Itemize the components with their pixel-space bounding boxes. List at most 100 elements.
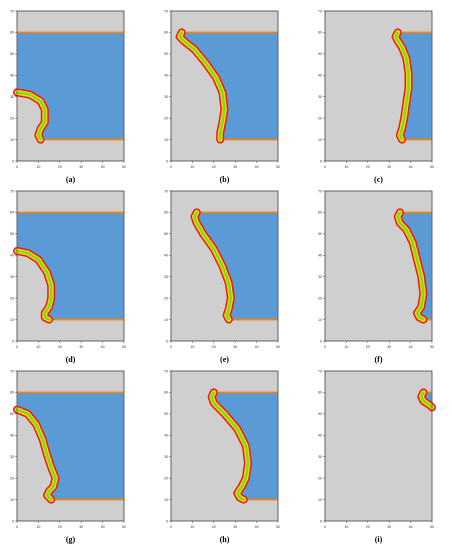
y-tick-label: 70 — [164, 189, 168, 193]
fluid-region — [17, 212, 124, 320]
y-tick-label: 40 — [164, 74, 168, 78]
y-tick-label: 20 — [164, 476, 168, 480]
y-tick-label: 40 — [164, 434, 168, 438]
y-tick-label: 10 — [10, 318, 14, 322]
x-tick-label: 40 — [255, 165, 259, 169]
x-tick-label: 50 — [122, 165, 126, 169]
x-tick-label: 0 — [324, 165, 326, 169]
y-tick-label: 70 — [164, 369, 168, 373]
panel-d: 0 10 20 30 40 50 0 10 20 30 40 50 60 70 (d) — [10, 189, 126, 364]
panel-frame — [170, 370, 279, 522]
y-tick-label: 10 — [10, 498, 14, 502]
interface-inner-band — [210, 391, 250, 501]
x-tick-label: 30 — [79, 345, 83, 349]
y-tick-label: 50 — [318, 52, 322, 56]
panel-caption: (h) — [220, 535, 230, 544]
x-tick-label: 30 — [79, 525, 83, 529]
x-tick-label: 50 — [122, 525, 126, 529]
y-tick-label: 0 — [166, 159, 168, 163]
panel-frame — [324, 190, 433, 342]
y-tick-label: 70 — [10, 189, 14, 193]
panel-background — [324, 370, 433, 522]
y-tick-label: 40 — [164, 254, 168, 258]
x-tick-label: 50 — [276, 165, 280, 169]
fluid-region — [194, 212, 278, 320]
x-tick-label: 20 — [58, 165, 62, 169]
interface-inner-band — [394, 31, 410, 141]
x-tick-label: 10 — [36, 345, 40, 349]
x-tick-label: 40 — [409, 345, 413, 349]
x-tick-label: 10 — [190, 345, 194, 349]
y-tick-label: 20 — [318, 116, 322, 120]
y-tick-label: 30 — [318, 275, 322, 279]
interface-inner-band — [193, 211, 233, 321]
x-tick-label: 40 — [101, 345, 105, 349]
y-tick-label: 30 — [164, 95, 168, 99]
panel-h: 0 10 20 30 40 50 0 10 20 30 40 50 60 70 (h) — [164, 369, 280, 544]
x-tick-label: 30 — [233, 525, 237, 529]
x-tick-label: 0 — [170, 525, 172, 529]
y-tick-label: 40 — [10, 74, 14, 78]
y-tick-label: 40 — [318, 254, 322, 258]
x-tick-label: 30 — [387, 525, 391, 529]
x-tick-label: 50 — [430, 525, 434, 529]
y-tick-label: 70 — [318, 9, 322, 13]
panel-caption: (i) — [375, 535, 383, 544]
y-tick-label: 60 — [10, 211, 14, 215]
x-tick-label: 0 — [16, 345, 18, 349]
x-tick-label: 10 — [344, 525, 348, 529]
x-tick-label: 20 — [212, 345, 216, 349]
y-tick-label: 0 — [12, 339, 14, 343]
y-tick-label: 60 — [10, 391, 14, 395]
x-tick-label: 0 — [170, 165, 172, 169]
x-tick-label: 20 — [212, 165, 216, 169]
y-tick-label: 10 — [10, 138, 14, 142]
fluid-region — [17, 32, 124, 140]
y-tick-label: 20 — [10, 296, 14, 300]
x-tick-label: 0 — [324, 345, 326, 349]
interface-inner-band — [15, 408, 57, 501]
y-tick-label: 0 — [12, 159, 14, 163]
y-tick-label: 50 — [318, 412, 322, 416]
panel-frame — [324, 370, 433, 522]
panel-caption: (c) — [374, 175, 383, 184]
y-tick-label: 20 — [10, 116, 14, 120]
panel-caption: (f) — [375, 355, 383, 364]
y-tick-label: 20 — [164, 116, 168, 120]
x-tick-label: 10 — [190, 165, 194, 169]
y-tick-label: 50 — [164, 412, 168, 416]
x-tick-label: 40 — [255, 525, 259, 529]
y-tick-label: 0 — [320, 339, 322, 343]
x-tick-label: 10 — [36, 165, 40, 169]
y-tick-label: 50 — [164, 232, 168, 236]
panel-g: 0 10 20 30 40 50 0 10 20 30 40 50 60 70 (g) — [10, 369, 126, 544]
panel-i: 0 10 20 30 40 50 0 10 20 30 40 50 60 70 (i) — [318, 369, 436, 544]
x-tick-label: 10 — [36, 525, 40, 529]
y-tick-label: 50 — [10, 412, 14, 416]
interface-inner-band — [15, 91, 46, 141]
y-tick-label: 30 — [164, 455, 168, 459]
x-tick-label: 20 — [366, 345, 370, 349]
panel-caption: (d) — [66, 355, 76, 364]
y-tick-label: 30 — [164, 275, 168, 279]
y-tick-label: 60 — [10, 31, 14, 35]
y-tick-label: 10 — [164, 318, 168, 322]
x-tick-label: 20 — [366, 165, 370, 169]
y-tick-label: 40 — [318, 434, 322, 438]
y-tick-label: 70 — [318, 369, 322, 373]
x-tick-label: 40 — [255, 345, 259, 349]
y-tick-label: 10 — [318, 138, 322, 142]
y-tick-label: 40 — [10, 434, 14, 438]
y-tick-label: 0 — [320, 519, 322, 523]
y-tick-label: 60 — [318, 391, 322, 395]
fluid-region — [211, 392, 278, 500]
y-tick-label: 70 — [164, 9, 168, 13]
y-tick-label: 50 — [10, 232, 14, 236]
y-tick-label: 20 — [164, 296, 168, 300]
x-tick-label: 30 — [387, 345, 391, 349]
x-tick-label: 40 — [101, 525, 105, 529]
y-tick-label: 70 — [318, 189, 322, 193]
y-tick-label: 20 — [318, 476, 322, 480]
interface-inner-band — [420, 391, 434, 409]
